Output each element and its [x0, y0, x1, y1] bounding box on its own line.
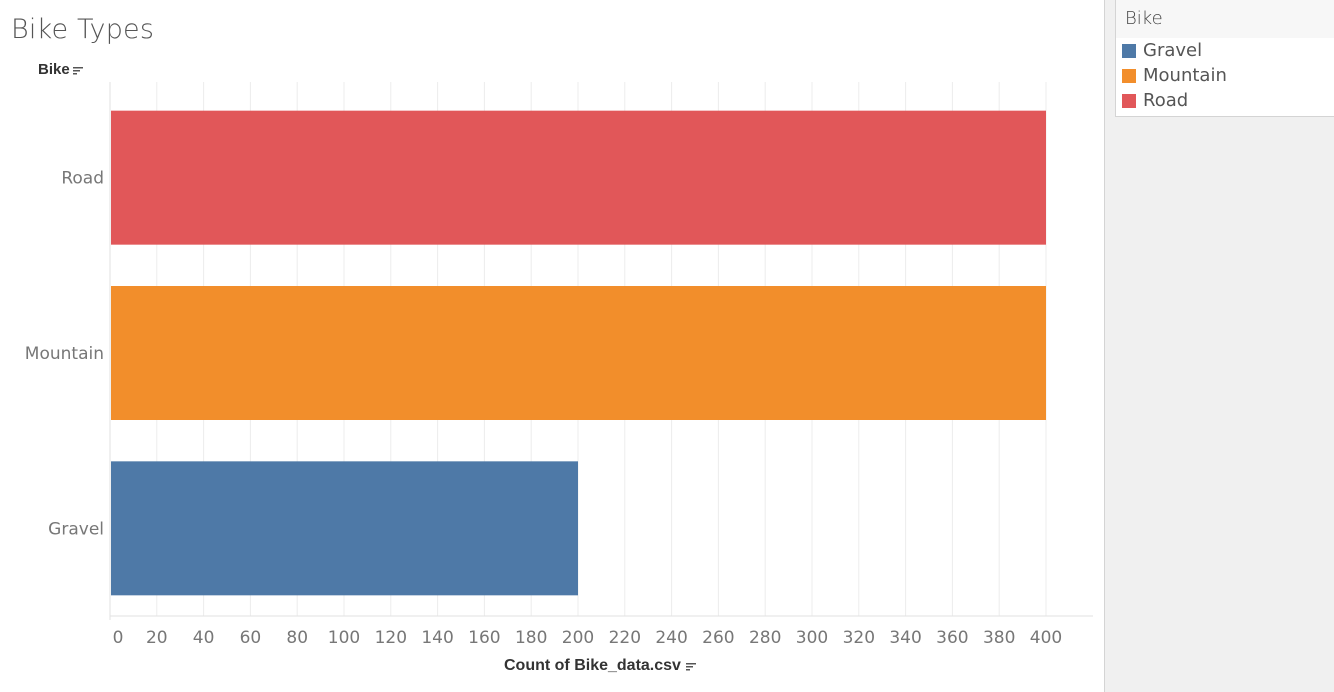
x-tick-label: 400 [1030, 628, 1062, 648]
legend-item-mountain[interactable]: Mountain [1116, 63, 1334, 88]
legend-title: Bike [1116, 0, 1334, 38]
dimension-header-label: Bike [38, 61, 70, 78]
side-panel: Bike Gravel Mountain Road [1104, 0, 1334, 692]
x-tick-label: 360 [936, 628, 968, 648]
x-tick-label: 180 [515, 628, 547, 648]
x-tick-label: 120 [375, 628, 407, 648]
x-tick-label: 220 [609, 628, 641, 648]
y-tick-label: Road [61, 169, 104, 189]
bar-road[interactable] [111, 110, 1046, 245]
legend-item-label: Gravel [1143, 40, 1203, 61]
x-tick-label: 100 [328, 628, 360, 648]
legend-swatch [1122, 43, 1136, 58]
chart-title: Bike Types [11, 14, 155, 45]
x-tick-label: 60 [240, 628, 262, 648]
legend-item-label: Mountain [1143, 65, 1227, 86]
legend-swatch [1122, 68, 1136, 83]
x-tick-label: 160 [468, 628, 500, 648]
x-tick-label: 320 [843, 628, 875, 648]
x-tick-label: 0 [113, 628, 124, 648]
sort-icon[interactable] [72, 64, 84, 76]
x-tick-label: 280 [749, 628, 781, 648]
bar-gravel[interactable] [111, 461, 578, 596]
x-tick-label: 20 [146, 628, 168, 648]
sort-icon[interactable] [685, 660, 697, 672]
x-axis-title[interactable]: Count of Bike_data.csv [504, 657, 697, 675]
x-tick-label: 240 [655, 628, 687, 648]
legend-swatch [1122, 93, 1136, 108]
dimension-header[interactable]: Bike [38, 61, 84, 78]
x-tick-label: 260 [702, 628, 734, 648]
legend: Bike Gravel Mountain Road [1115, 0, 1334, 117]
x-tick-label: 80 [286, 628, 308, 648]
x-axis-title-label: Count of Bike_data.csv [504, 657, 681, 674]
x-tick-label: 340 [889, 628, 921, 648]
bar-mountain[interactable] [111, 286, 1046, 420]
y-tick-label: Mountain [25, 344, 104, 364]
legend-items: Gravel Mountain Road [1116, 38, 1334, 113]
x-tick-label: 380 [983, 628, 1015, 648]
legend-item-label: Road [1143, 90, 1189, 111]
x-tick-label: 40 [193, 628, 215, 648]
x-tick-label: 200 [562, 628, 594, 648]
bar-chart: Road Mountain Gravel 0 20 40 60 80 100 120 140 160 1… [25, 82, 1093, 648]
x-tick-label: 140 [421, 628, 453, 648]
chart-area: Road Mountain Gravel 0 20 40 60 80 100 120 140 160 1… [25, 82, 1093, 648]
y-tick-label: Gravel [48, 519, 104, 539]
legend-item-road[interactable]: Road [1116, 88, 1334, 113]
x-tick-label: 300 [796, 628, 828, 648]
legend-item-gravel[interactable]: Gravel [1116, 38, 1334, 63]
